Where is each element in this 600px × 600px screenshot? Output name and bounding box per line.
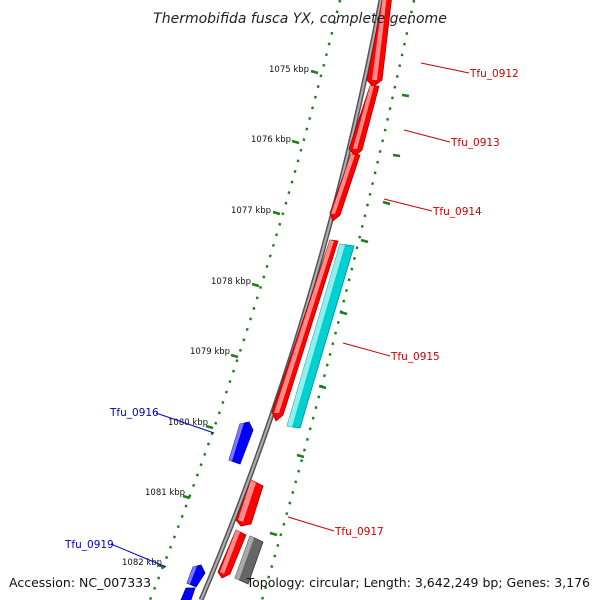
gene-tfu-0920[interactable] — [180, 587, 196, 600]
outer-ruler-track — [260, 0, 416, 600]
outer-major-ticks — [269, 93, 410, 537]
genome-backbone — [200, 0, 382, 600]
ruler-label: 1076 kbp — [251, 135, 291, 145]
genome-summary: Topology: circular; Length: 3,642,249 bp… — [246, 575, 590, 590]
gene-label-tfu-0915[interactable]: Tfu_0915 — [390, 351, 440, 363]
cyan-features — [286, 243, 355, 429]
genome-backbone-shadow — [198, 0, 384, 600]
gene-label-tfu-0914[interactable]: Tfu_0914 — [432, 206, 482, 218]
gene-tfu-0919[interactable] — [186, 564, 206, 588]
ruler-label: 1079 kbp — [190, 347, 230, 357]
label-connectors — [110, 62, 470, 568]
feature-gray-highlight — [235, 536, 254, 580]
reverse-genes — [180, 421, 254, 600]
gene-tfu-0919-highlight — [187, 566, 197, 584]
gene-tfu-0916[interactable] — [228, 421, 254, 465]
inner-ruler-track — [148, 0, 342, 600]
ruler-label: 1078 kbp — [211, 277, 251, 287]
gene-label-tfu-0916[interactable]: Tfu_0916 — [109, 407, 159, 419]
gene-label-tfu-0919[interactable]: Tfu_0919 — [64, 539, 114, 551]
gene-label-tfu-0913[interactable]: Tfu_0913 — [450, 137, 500, 149]
gene-tfu-0918-highlight — [220, 530, 240, 574]
gene-label-tfu-0917[interactable]: Tfu_0917 — [334, 526, 384, 538]
forward-genes — [217, 0, 392, 579]
gray-features — [234, 535, 264, 585]
ruler-label: 1080 kbp — [168, 418, 208, 428]
feature-cyan-highlight — [287, 244, 345, 427]
gene-tfu-0916-highlight — [229, 423, 244, 461]
gene-tfu-0913-highlight — [353, 86, 374, 149]
map-title: Thermobifida fusca YX, complete genome — [153, 11, 447, 27]
gene-tfu-0917-highlight — [238, 480, 256, 522]
inner-major-ticks — [157, 69, 319, 569]
accession-label: Accession: NC_007333 — [9, 575, 151, 590]
gene-tfu-0914-highlight — [331, 154, 355, 214]
ruler-label: 1082 kbp — [122, 558, 162, 568]
ruler-label: 1081 kbp — [145, 488, 185, 498]
gene-tfu-0915-highlight — [274, 240, 334, 413]
ruler-label: 1075 kbp — [269, 65, 309, 75]
ruler-label: 1077 kbp — [231, 206, 271, 216]
gene-tfu-0912-highlight — [372, 0, 387, 80]
gene-labels: Tfu_0912 Tfu_0913 Tfu_0914 Tfu_0915 Tfu_… — [64, 68, 519, 551]
gene-label-tfu-0912[interactable]: Tfu_0912 — [469, 68, 519, 80]
ruler-labels: 1075 kbp 1076 kbp 1077 kbp 1078 kbp 1079… — [122, 65, 309, 568]
